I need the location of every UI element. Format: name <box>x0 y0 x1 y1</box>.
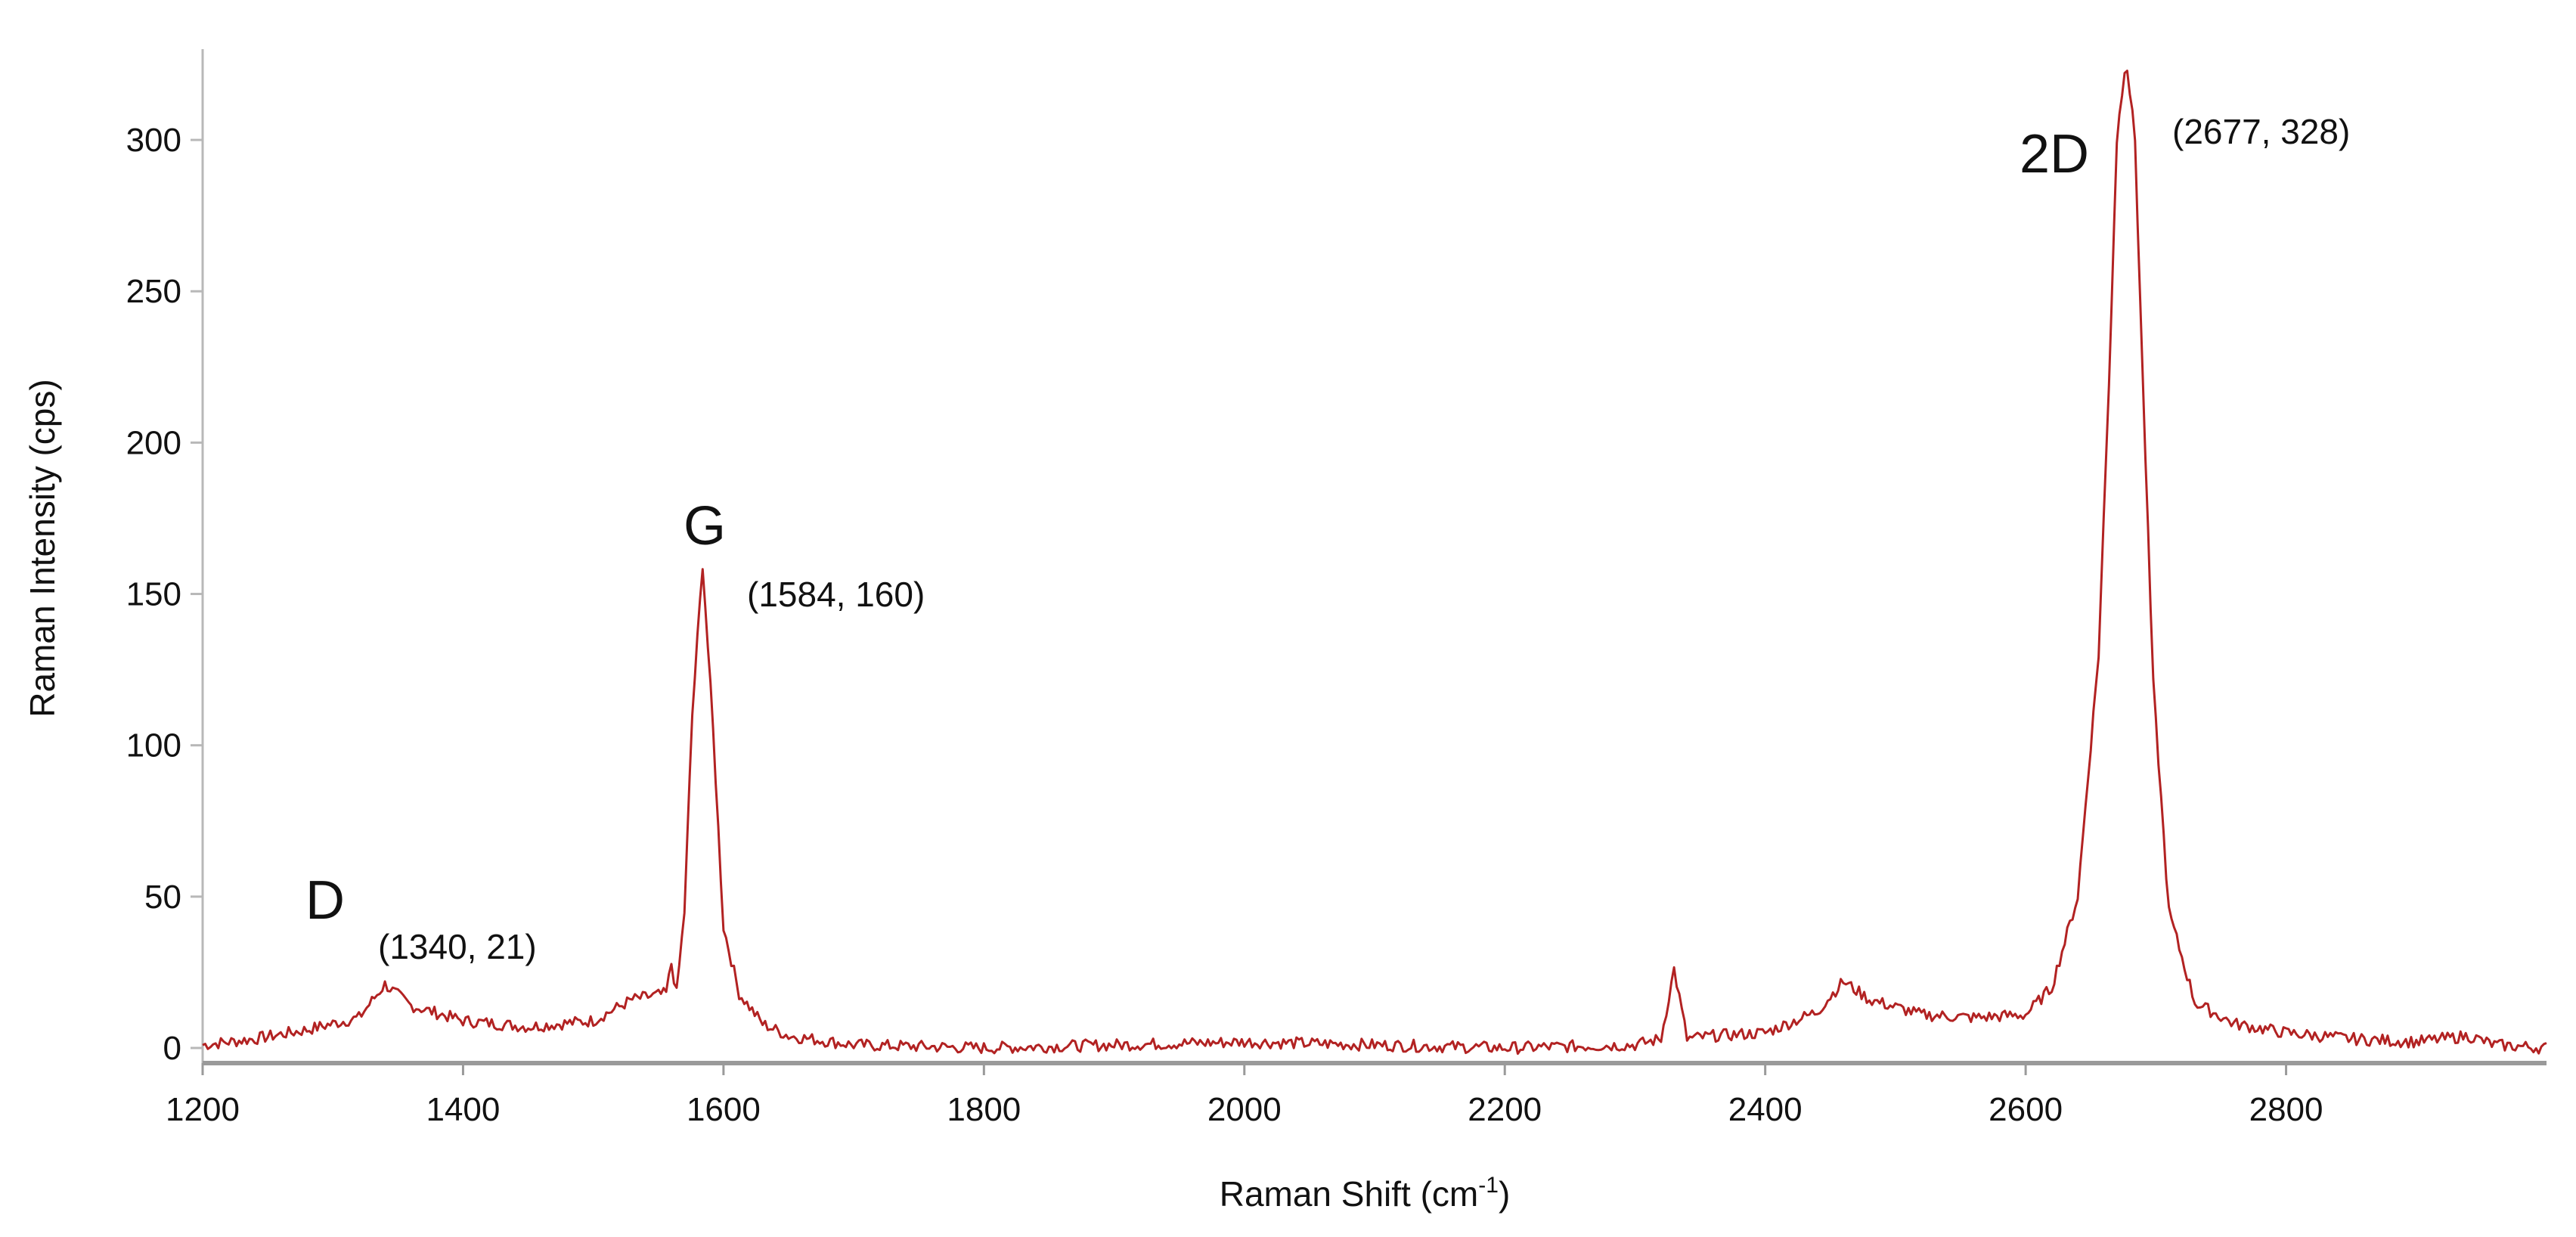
x-tick-label: 1200 <box>166 1091 240 1128</box>
x-tick-label: 2600 <box>1989 1091 2063 1128</box>
y-tick-label: 50 <box>144 879 181 916</box>
plot-frame <box>201 49 2547 1065</box>
y-axis-ticks: 0 50 100 150 200 250 300 <box>126 122 203 1067</box>
x-tick-label: 2200 <box>1468 1091 1542 1128</box>
y-axis-title: Raman Intensity (cps) <box>23 379 62 717</box>
x-tick-label: 1800 <box>947 1091 1021 1128</box>
y-tick-label: 0 <box>163 1030 181 1067</box>
peak-annotations: D (1340, 21) G (1584, 160) 2D (2677, 328) <box>305 112 2350 966</box>
x-tick-label: 2400 <box>1728 1091 1803 1128</box>
x-tick-label: 2000 <box>1207 1091 1282 1128</box>
peak-label: G <box>684 496 726 556</box>
y-tick-label: 250 <box>126 273 181 310</box>
peak-label: 2D <box>2020 124 2089 184</box>
x-axis-title: Raman Shift (cm-1) <box>1220 1173 1511 1214</box>
peak-coordinate-label: (1584, 160) <box>747 575 925 614</box>
y-tick-label: 150 <box>126 576 181 613</box>
peak-coordinate-label: (2677, 328) <box>2172 112 2350 151</box>
spectrum-line <box>202 70 2547 1056</box>
y-tick-label: 200 <box>126 424 181 461</box>
peak-coordinate-label: (1340, 21) <box>378 927 537 966</box>
y-tick-label: 100 <box>126 727 181 764</box>
x-tick-label: 1400 <box>426 1091 500 1128</box>
y-tick-label: 300 <box>126 122 181 159</box>
x-tick-label: 2800 <box>2249 1091 2323 1128</box>
peak-label: D <box>305 870 345 931</box>
x-axis-ticks: 1200 1400 1600 1800 2000 2200 2400 2600 2800 <box>166 1063 2323 1128</box>
x-tick-label: 1600 <box>687 1091 761 1128</box>
